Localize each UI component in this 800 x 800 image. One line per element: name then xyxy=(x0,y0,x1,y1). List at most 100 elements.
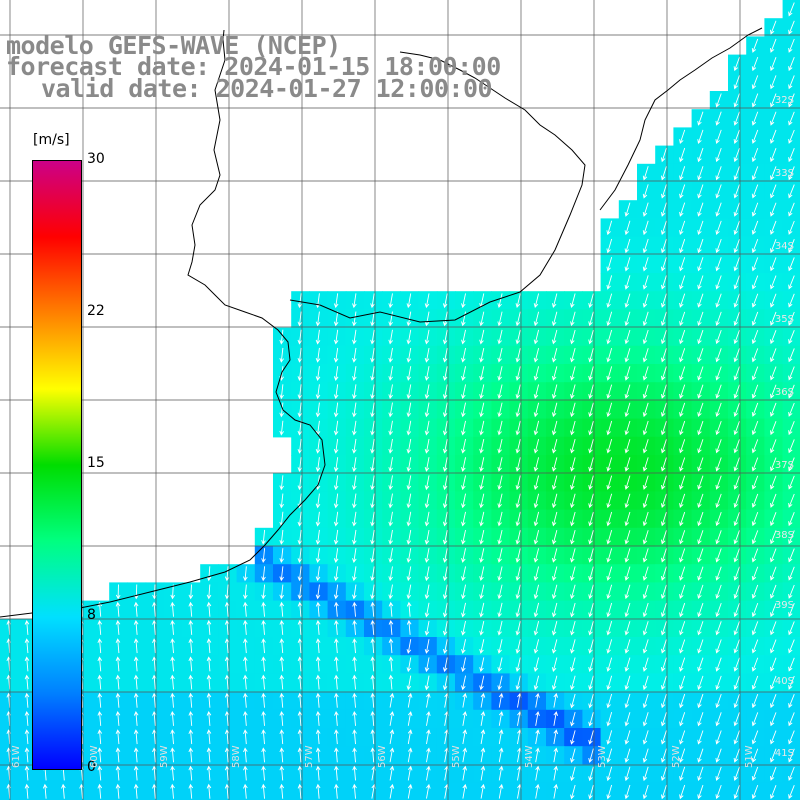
wind-arrow xyxy=(533,639,540,654)
wind-arrow xyxy=(261,747,266,763)
wind-arrow xyxy=(515,584,521,600)
wind-arrow xyxy=(424,548,430,563)
wind-arrow xyxy=(533,621,540,636)
wind-arrow xyxy=(352,311,357,327)
wind-arrow xyxy=(115,765,121,781)
wind-arrow xyxy=(751,530,759,545)
wind-arrow xyxy=(279,420,284,436)
wind-arrow xyxy=(424,293,430,309)
wind-arrow xyxy=(606,493,613,509)
latitude-label: 35S xyxy=(774,314,794,325)
wind-arrow xyxy=(370,420,375,436)
latitude-label: 34S xyxy=(774,241,794,252)
wind-arrow xyxy=(515,566,521,582)
wind-arrow xyxy=(297,692,303,708)
wind-arrow xyxy=(588,475,594,490)
wind-arrow xyxy=(442,566,448,582)
wind-arrow xyxy=(679,657,686,672)
wind-arrow xyxy=(188,710,194,726)
wind-arrow xyxy=(352,601,357,617)
wind-arrow xyxy=(551,457,558,472)
wind-arrow xyxy=(461,566,466,582)
wind-arrow xyxy=(461,347,466,363)
wind-arrow xyxy=(370,511,375,527)
wind-arrow xyxy=(188,656,194,672)
wind-arrow xyxy=(770,712,777,727)
wind-arrow xyxy=(751,184,759,199)
wind-arrow xyxy=(642,639,649,654)
wind-arrow xyxy=(788,239,795,254)
wind-arrow xyxy=(133,729,139,745)
wind-arrow xyxy=(751,93,759,108)
wind-arrow xyxy=(442,329,448,345)
wind-arrow xyxy=(497,602,503,618)
wind-arrow xyxy=(406,475,412,491)
wind-arrow xyxy=(679,730,686,745)
wind-arrow xyxy=(606,348,613,363)
wind-arrow xyxy=(515,384,521,400)
wind-arrow xyxy=(770,639,777,654)
wind-arrow xyxy=(497,493,503,509)
wind-arrow xyxy=(480,711,486,726)
wind-arrow xyxy=(352,584,357,600)
coastline-plata xyxy=(289,51,586,323)
wind-arrow xyxy=(733,257,740,272)
wind-arrow xyxy=(733,457,740,472)
wind-arrow xyxy=(642,238,649,254)
wind-arrow xyxy=(388,601,394,617)
wind-arrow xyxy=(480,692,486,708)
model-title: modelo GEFS-WAVE (NCEP) xyxy=(6,31,341,60)
wind-arrow xyxy=(770,766,777,781)
wind-arrow xyxy=(424,311,430,327)
wind-arrow xyxy=(788,421,795,436)
wind-arrow xyxy=(679,530,686,545)
wind-arrow xyxy=(243,729,248,745)
wind-arrow xyxy=(697,129,704,145)
wind-arrow xyxy=(133,601,139,617)
wind-arrow xyxy=(388,674,394,690)
wind-arrow xyxy=(406,657,412,673)
wind-arrow xyxy=(697,275,704,290)
wind-arrow xyxy=(370,566,375,582)
wind-arrow xyxy=(606,530,613,545)
wind-arrow xyxy=(188,601,194,617)
wind-arrow xyxy=(333,402,339,418)
wind-arrow xyxy=(606,275,613,290)
wind-arrow xyxy=(679,220,686,236)
wind-arrow xyxy=(715,93,722,108)
wind-arrow xyxy=(624,402,631,418)
wind-arrow xyxy=(515,329,521,345)
wind-arrow xyxy=(788,694,795,709)
wind-arrow xyxy=(461,529,466,545)
wind-arrow xyxy=(660,639,667,654)
wind-arrow xyxy=(334,783,339,799)
wind-arrow xyxy=(606,766,613,782)
wind-arrow xyxy=(588,311,594,327)
wind-arrow xyxy=(533,584,540,600)
wind-arrow xyxy=(498,692,504,708)
wind-arrow xyxy=(297,619,303,635)
wind-arrow xyxy=(770,657,777,672)
wind-arrow xyxy=(442,402,448,418)
wind-arrow xyxy=(642,566,649,581)
wind-arrow xyxy=(770,512,777,527)
wind-arrow xyxy=(188,638,194,654)
wind-arrow xyxy=(279,347,284,363)
wind-arrow xyxy=(388,384,393,400)
wind-arrow xyxy=(461,639,466,654)
wind-arrow xyxy=(370,475,375,491)
wind-arrow xyxy=(788,257,795,272)
wind-arrow xyxy=(624,493,631,509)
wind-arrow xyxy=(551,402,558,418)
wind-arrow xyxy=(715,238,722,254)
wind-arrow xyxy=(733,621,740,636)
wind-arrow xyxy=(588,402,594,418)
wind-arrow xyxy=(551,566,558,581)
wind-arrow xyxy=(388,475,393,491)
wind-arrow xyxy=(352,366,357,381)
latitude-label: 38S xyxy=(774,530,794,541)
wind-arrow xyxy=(315,438,321,454)
wind-arrow xyxy=(334,638,339,654)
wind-arrow xyxy=(352,729,357,745)
